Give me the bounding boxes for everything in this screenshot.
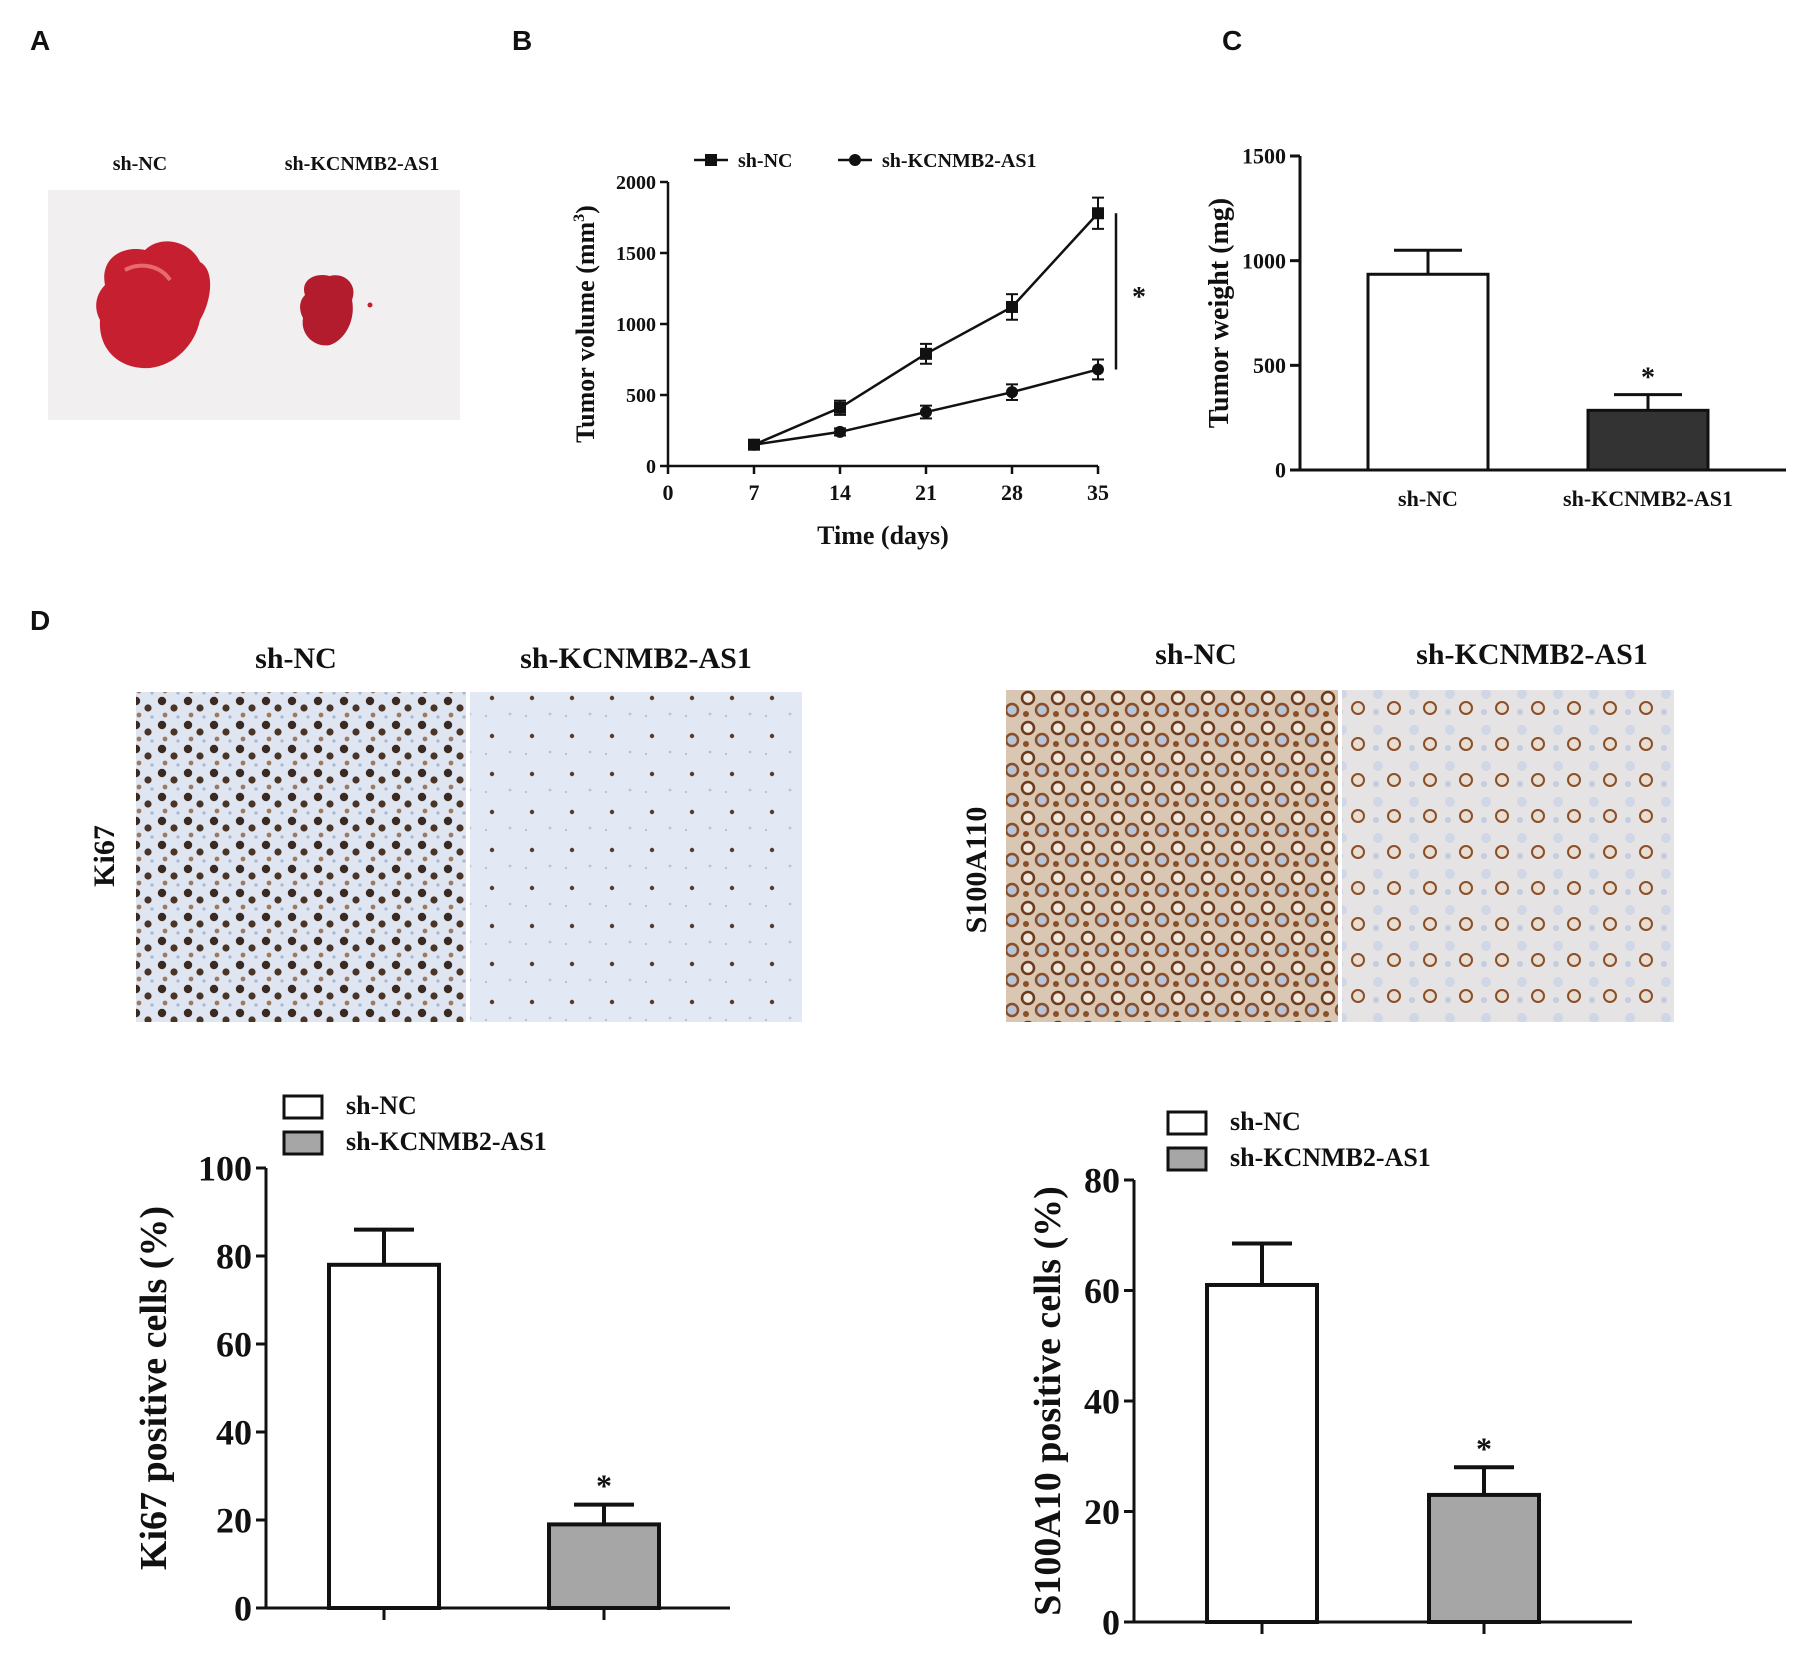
b-point-square bbox=[834, 401, 846, 414]
tumor-sh-kcnmb2-as1 bbox=[300, 274, 354, 346]
ihc-left-row-label: Ki67 bbox=[88, 825, 121, 887]
c-y-axis-label: Tumor weight (mg) bbox=[1204, 198, 1235, 428]
dl-legend-swatch bbox=[282, 1130, 324, 1156]
dr-legend-swatch bbox=[1166, 1110, 1208, 1136]
ihc-left-col-label-sh-nc: sh-NC bbox=[255, 642, 337, 675]
dl-bar bbox=[547, 1522, 661, 1611]
b-y-axis-label-sup: 3 bbox=[571, 214, 588, 222]
ki67-image-sh-kcnmb2-as1 bbox=[470, 692, 802, 1022]
dr-y-tick-label: 80 bbox=[1084, 1161, 1120, 1201]
b-y-axis-label: Tumor volume (mm3) bbox=[571, 205, 600, 443]
b-legend-marker bbox=[849, 154, 861, 166]
panel-letter-d: D bbox=[30, 605, 50, 636]
b-legend-label: sh-NC bbox=[738, 150, 792, 172]
tumor-sh-nc bbox=[96, 241, 211, 369]
b-legend-label: sh-KCNMB2-AS1 bbox=[882, 150, 1036, 172]
b-x-tick-label: 0 bbox=[663, 480, 674, 505]
dr-legend-label: sh-NC bbox=[1230, 1107, 1301, 1136]
panel-letter-c: C bbox=[1222, 25, 1242, 56]
dl-y-tick-label: 80 bbox=[216, 1237, 252, 1277]
dl-significance-star: * bbox=[596, 1468, 612, 1504]
chart-d-left-bar: 0 20 40 60 80 100 Ki67 positive cells (%) * sh-N… bbox=[133, 1091, 730, 1629]
dr-significance-star: * bbox=[1476, 1430, 1492, 1466]
b-point-circle bbox=[1006, 386, 1018, 399]
c-y-tick-label: 500 bbox=[1253, 353, 1286, 378]
ihc-right-col-label-sh-nc: sh-NC bbox=[1155, 638, 1237, 671]
b-y-tick-label: 1000 bbox=[616, 314, 656, 336]
panel-letter-b: B bbox=[512, 25, 532, 56]
b-point-square bbox=[920, 347, 932, 360]
dr-bar bbox=[1205, 1282, 1319, 1624]
c-y-tick-label: 0 bbox=[1275, 458, 1286, 483]
dr-bar bbox=[1427, 1492, 1541, 1625]
b-point-square bbox=[1006, 300, 1018, 313]
c-y-tick-label: 1500 bbox=[1242, 144, 1286, 169]
ihc-right-row-label: S100A110 bbox=[960, 807, 993, 934]
c-bar bbox=[1586, 408, 1710, 472]
dl-y-tick-label: 0 bbox=[234, 1589, 252, 1629]
b-x-tick-label: 7 bbox=[749, 480, 760, 505]
chart-b-line: 0 500 1000 1500 2000 0 7 14 21 28 35 Time (days) Tum… bbox=[571, 150, 1146, 550]
c-bar bbox=[1366, 272, 1490, 472]
dl-y-tick-label: 100 bbox=[198, 1149, 252, 1189]
photo-label-sh-nc: sh-NC bbox=[113, 153, 167, 175]
dr-y-tick-label: 20 bbox=[1084, 1492, 1120, 1532]
tumor-photo bbox=[48, 190, 460, 420]
dl-legend-label: sh-NC bbox=[346, 1091, 417, 1120]
c-category-label: sh-KCNMB2-AS1 bbox=[1563, 486, 1733, 511]
panel-letter-a: A bbox=[30, 25, 50, 56]
dl-y-tick-label: 60 bbox=[216, 1325, 252, 1365]
c-y-tick-label: 1000 bbox=[1242, 248, 1286, 273]
b-significance-star: * bbox=[1132, 282, 1146, 313]
b-x-tick-label: 28 bbox=[1001, 480, 1023, 505]
dr-y-tick-label: 0 bbox=[1102, 1603, 1120, 1643]
b-point-circle bbox=[748, 438, 760, 451]
b-y-tick-label: 500 bbox=[626, 385, 656, 407]
dr-y-tick-label: 40 bbox=[1084, 1382, 1120, 1422]
b-x-tick-label: 35 bbox=[1087, 480, 1109, 505]
dr-legend-label: sh-KCNMB2-AS1 bbox=[1230, 1143, 1431, 1172]
dr-legend-swatch bbox=[1166, 1146, 1208, 1172]
c-significance-star: * bbox=[1641, 363, 1655, 394]
b-point-circle bbox=[920, 406, 932, 419]
dr-y-tick-label: 60 bbox=[1084, 1271, 1120, 1311]
ihc-left-col-label-sh-kcnmb2-as1: sh-KCNMB2-AS1 bbox=[520, 642, 752, 675]
b-y-tick-label: 2000 bbox=[616, 172, 656, 194]
b-point-circle bbox=[834, 425, 846, 438]
b-y-axis-label-main: Tumor volume (mm bbox=[571, 221, 600, 442]
s100a10-image-sh-nc bbox=[1006, 690, 1338, 1022]
b-legend-marker bbox=[705, 154, 717, 166]
ki67-image-sh-nc bbox=[136, 692, 466, 1022]
b-y-tick-label: 0 bbox=[646, 456, 656, 478]
dl-y-axis-label: Ki67 positive cells (%) bbox=[133, 1206, 175, 1570]
dl-legend-swatch bbox=[282, 1094, 324, 1120]
b-x-axis-label: Time (days) bbox=[817, 521, 949, 550]
dr-y-axis-label: S100A10 positive cells (%) bbox=[1027, 1186, 1069, 1616]
ihc-right-col-label-sh-kcnmb2-as1: sh-KCNMB2-AS1 bbox=[1416, 638, 1648, 671]
b-x-tick-label: 21 bbox=[915, 480, 937, 505]
chart-c-bar: 0 500 1000 1500 Tumor weight (mg) sh-NC * sh-KC… bbox=[1204, 144, 1786, 511]
s100a10-image-sh-kcnmb2-as1 bbox=[1342, 690, 1674, 1022]
chart-d-right-bar: 0 20 40 60 80 S100A10 positive cells (%) * sh-N… bbox=[1027, 1107, 1632, 1643]
b-y-tick-label: 1500 bbox=[616, 243, 656, 265]
dl-legend-label: sh-KCNMB2-AS1 bbox=[346, 1127, 547, 1156]
dl-y-tick-label: 20 bbox=[216, 1501, 252, 1541]
b-x-tick-label: 14 bbox=[829, 480, 851, 505]
dl-y-tick-label: 40 bbox=[216, 1413, 252, 1453]
c-category-label: sh-NC bbox=[1398, 486, 1458, 511]
b-y-axis-label-close: ) bbox=[571, 205, 600, 214]
b-point-circle bbox=[1092, 363, 1104, 376]
photo-label-sh-kcnmb2-as1: sh-KCNMB2-AS1 bbox=[285, 153, 439, 175]
dl-bar bbox=[327, 1262, 441, 1611]
b-point-square bbox=[1092, 207, 1104, 220]
